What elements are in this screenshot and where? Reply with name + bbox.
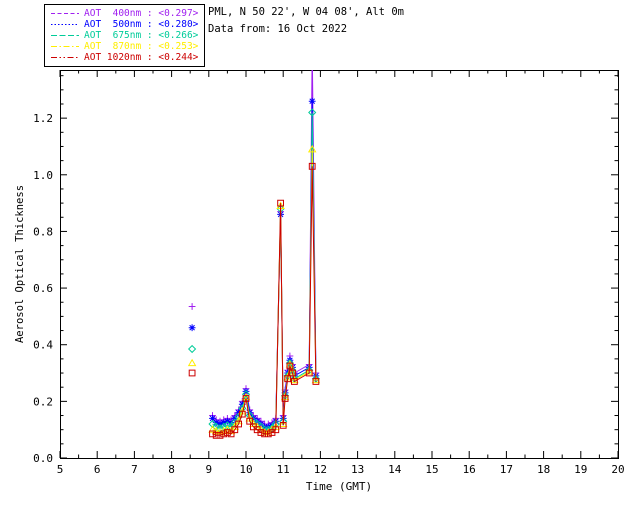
svg-text:11: 11 <box>277 463 290 476</box>
series-aot-870nm <box>187 144 321 436</box>
plot-border <box>60 70 619 459</box>
svg-text:9: 9 <box>205 463 212 476</box>
series-aot-400nm <box>188 70 320 428</box>
legend: AOT 400nm : <0.297> AOT 500nm : <0.280> AO… <box>44 4 206 67</box>
station-info: PML, N 50 22', W 04 08', Alt 0m <box>208 6 404 18</box>
legend-item: AOT 1020nm : <0.244> <box>50 52 198 63</box>
legend-item-label: AOT 675nm : <0.266> <box>84 30 199 41</box>
svg-text:15: 15 <box>425 463 438 476</box>
x-axis-ticks <box>59 70 619 458</box>
legend-line-sample <box>51 46 79 47</box>
svg-text:0.4: 0.4 <box>33 339 53 352</box>
svg-text:16: 16 <box>463 463 476 476</box>
svg-text:20: 20 <box>611 463 624 476</box>
series-aot-1020nm <box>188 162 320 439</box>
legend-line-sample <box>51 24 79 25</box>
svg-text:0.2: 0.2 <box>33 395 53 408</box>
svg-text:0.0: 0.0 <box>33 452 53 465</box>
legend-item-label: AOT 1020nm : <0.244> <box>84 52 199 63</box>
svg-text:10: 10 <box>239 463 252 476</box>
svg-text:8: 8 <box>168 463 175 476</box>
x-axis-label: Time (GMT) <box>305 480 373 493</box>
legend-item: AOT 400nm : <0.297> <box>50 8 198 19</box>
legend-item-label: AOT 400nm : <0.297> <box>84 8 199 19</box>
legend-item-label: AOT 500nm : <0.280> <box>84 19 199 30</box>
legend-item: AOT 500nm : <0.280> <box>50 19 198 30</box>
svg-text:5: 5 <box>57 463 64 476</box>
series-aot-500nm <box>188 97 320 431</box>
y-axis-label: Aerosol Optical Thickness <box>14 184 26 344</box>
svg-text:12: 12 <box>314 463 327 476</box>
svg-text:7: 7 <box>131 463 138 476</box>
data-date: Data from: 16 Oct 2022 <box>208 23 348 35</box>
svg-text:19: 19 <box>574 463 587 476</box>
svg-text:14: 14 <box>388 463 402 476</box>
svg-text:1.2: 1.2 <box>33 112 53 125</box>
svg-text:13: 13 <box>351 463 364 476</box>
data-series <box>187 70 321 439</box>
svg-text:0.8: 0.8 <box>33 225 53 238</box>
svg-text:18: 18 <box>537 463 550 476</box>
legend-line-sample <box>51 13 79 14</box>
legend-item: AOT 870nm : <0.253> <box>50 41 198 52</box>
svg-text:17: 17 <box>500 463 513 476</box>
y-tick-labels: 0.0 0.2 0.4 0.6 0.8 1.0 1.2 <box>33 112 53 465</box>
svg-text:0.6: 0.6 <box>33 282 53 295</box>
y-axis-ticks <box>60 75 618 459</box>
legend-line-sample <box>51 57 79 58</box>
legend-item: AOT 675nm : <0.266> <box>50 30 198 41</box>
svg-text:6: 6 <box>94 463 101 476</box>
legend-item-label: AOT 870nm : <0.253> <box>84 41 199 52</box>
svg-text:1.0: 1.0 <box>33 169 53 182</box>
legend-line-sample <box>51 35 79 36</box>
x-tick-labels: 5 6 7 8 9 10 11 12 13 14 15 16 17 18 19 20 <box>57 463 625 476</box>
series-aot-675nm <box>187 108 321 434</box>
